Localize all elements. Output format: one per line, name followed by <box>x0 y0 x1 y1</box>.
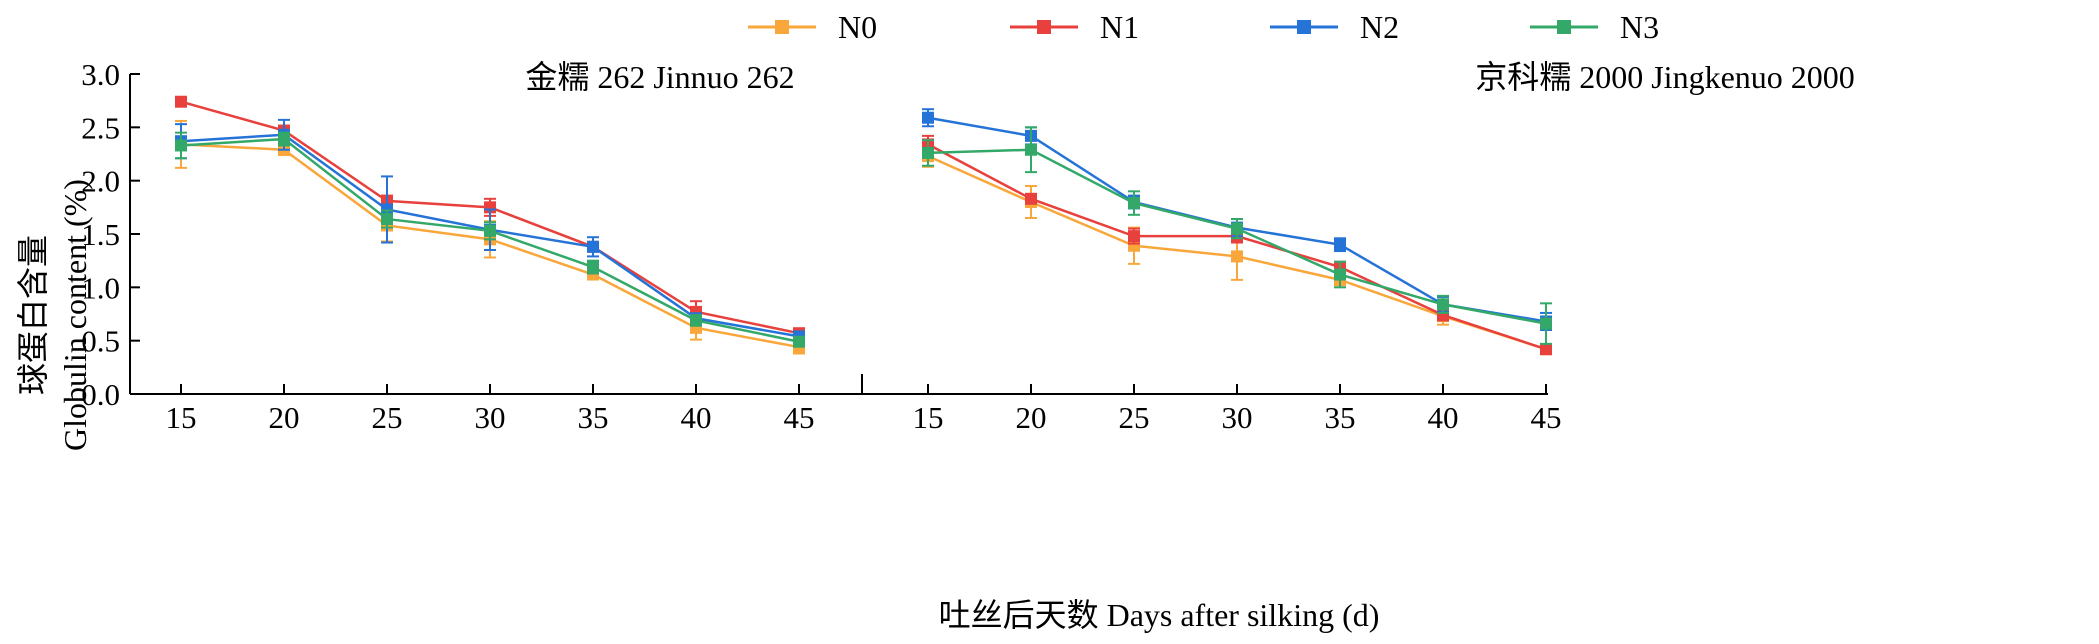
x-tick-label: 30 <box>475 400 506 435</box>
data-point <box>1025 143 1037 156</box>
legend-label-n3: N3 <box>1620 9 1659 45</box>
legend-item-n2: N2 <box>1270 9 1399 45</box>
panel-title-jingkenuo: 京科糯 2000 Jingkenuo 2000 <box>1475 59 1855 95</box>
x-tick-label: 40 <box>681 400 712 435</box>
data-point <box>1231 222 1243 235</box>
legend-marker-n1 <box>1037 20 1051 34</box>
x-tick-label: 35 <box>578 400 609 435</box>
y-tick-label: 2.0 <box>81 164 120 199</box>
x-tick-label: 15 <box>913 400 944 435</box>
x-tick-label: 15 <box>166 400 197 435</box>
panel-jinnuo-262 <box>175 95 805 355</box>
y-tick-label: 1.0 <box>81 270 120 305</box>
x-axis-label: 吐丝后天数 Days after silking (d) <box>939 597 1380 633</box>
data-point <box>922 111 934 124</box>
y-tick-label: 3.0 <box>81 57 120 92</box>
series-n3 <box>922 126 1552 345</box>
y-tick-label: 2.5 <box>81 110 120 145</box>
legend-item-n1: N1 <box>1010 9 1139 45</box>
data-point <box>484 224 496 237</box>
x-tick-label: 35 <box>1325 400 1356 435</box>
series-n0 <box>922 144 1552 356</box>
x-tick-label: 25 <box>372 400 403 435</box>
legend-marker-n3 <box>1557 20 1571 34</box>
legend-label-n0: N0 <box>838 9 877 45</box>
y-tick-label: 0.0 <box>81 377 120 412</box>
panel-title-jinnuo: 金糯 262 Jinnuo 262 <box>525 59 794 95</box>
y-tick-label: 0.5 <box>81 324 120 359</box>
data-point <box>1540 343 1552 356</box>
data-point <box>587 240 599 253</box>
legend-marker-n2 <box>1297 20 1311 34</box>
legend-label-n1: N1 <box>1100 9 1139 45</box>
legend-label-n2: N2 <box>1360 9 1399 45</box>
x-tick-label: 45 <box>784 400 815 435</box>
data-point <box>1128 230 1140 243</box>
data-point <box>1128 197 1140 210</box>
legend-item-n0: N0 <box>748 9 877 45</box>
y-axis-label-en: Globulin content (%) <box>57 179 93 451</box>
x-tick-label: 20 <box>269 400 300 435</box>
x-tick-label: 45 <box>1531 400 1562 435</box>
legend: N0 N1 N2 N3 <box>748 9 1659 45</box>
y-tick-label: 1.5 <box>81 217 120 252</box>
y-tick-labels: 0.0 0.5 1.0 1.5 2.0 2.5 3.0 <box>81 57 120 412</box>
data-point <box>1334 268 1346 281</box>
data-point <box>1540 317 1552 330</box>
data-point <box>175 139 187 152</box>
legend-marker-n0 <box>775 20 789 34</box>
x-tick-labels: 15 20 25 30 35 40 45 15 20 25 30 35 40 45 <box>166 400 1562 435</box>
x-tick-label: 20 <box>1016 400 1047 435</box>
y-axis-label-cn: 球蛋白含量 <box>15 235 51 395</box>
panel-jingkenuo-2000 <box>922 108 1552 356</box>
data-point <box>278 133 290 146</box>
data-point <box>381 213 393 226</box>
data-point <box>175 95 187 108</box>
data-point <box>690 314 702 327</box>
data-point <box>922 146 934 159</box>
data-point <box>587 261 599 274</box>
data-point <box>381 203 393 216</box>
x-tick-label: 40 <box>1428 400 1459 435</box>
axes <box>129 73 1548 395</box>
series-n3 <box>175 131 805 348</box>
data-point <box>1231 250 1243 263</box>
legend-item-n3: N3 <box>1530 9 1659 45</box>
data-point <box>1025 192 1037 205</box>
x-tick-label: 30 <box>1222 400 1253 435</box>
x-tick-label: 25 <box>1119 400 1150 435</box>
data-point <box>793 335 805 348</box>
data-point <box>1437 298 1449 311</box>
data-point <box>1334 238 1346 251</box>
